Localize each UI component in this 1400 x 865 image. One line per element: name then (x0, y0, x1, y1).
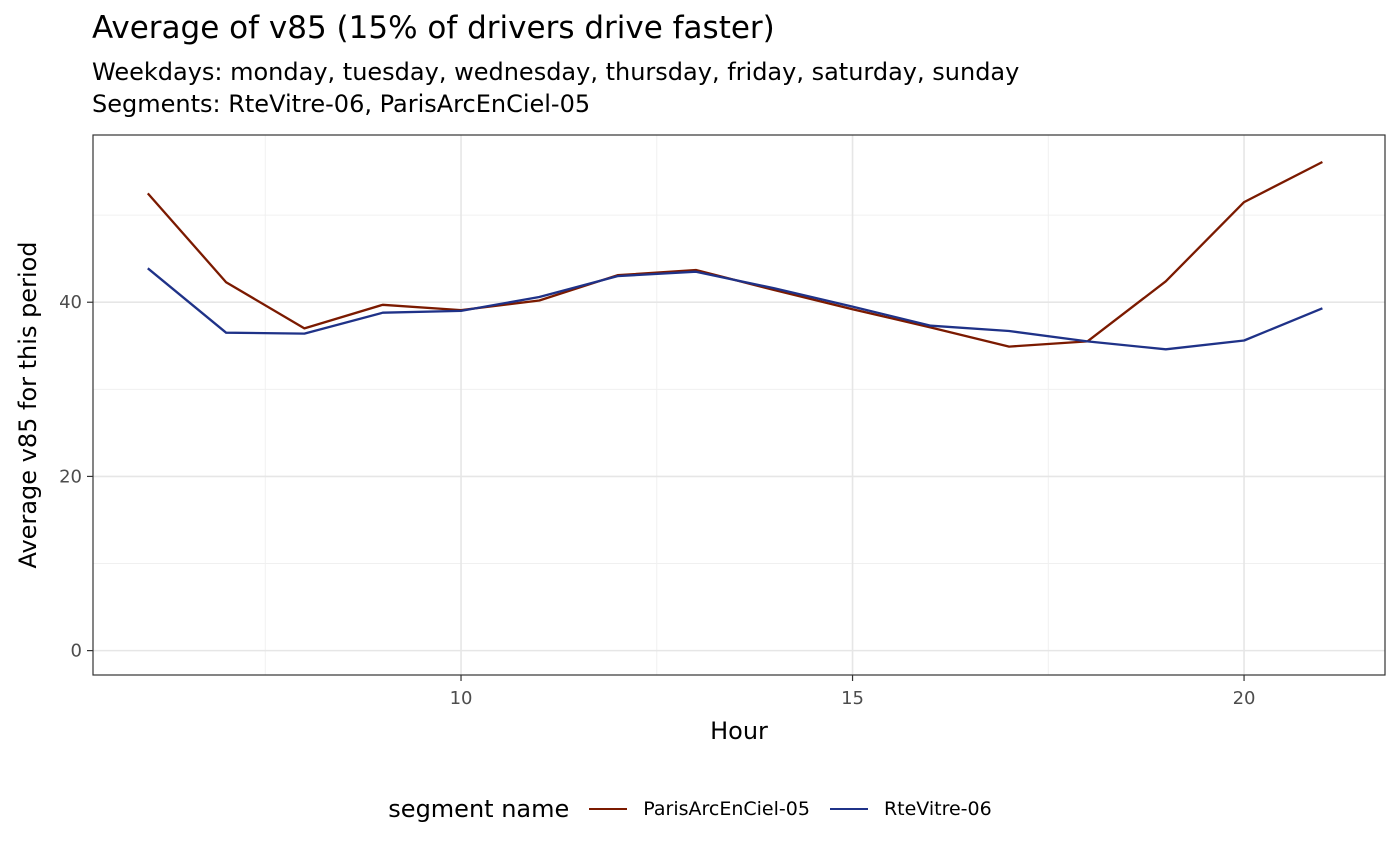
x-tick-label: 15 (841, 688, 864, 709)
y-tick-label: 0 (71, 641, 82, 662)
chart-subtitle-weekdays: Weekdays: monday, tuesday, wednesday, th… (92, 58, 1020, 86)
grid-major (93, 135, 1385, 675)
chart-subtitle-segments: Segments: RteVitre-06, ParisArcEnCiel-05 (92, 90, 591, 118)
x-axis: 10 15 20 (450, 675, 1256, 709)
series-lines (146, 160, 1323, 351)
y-tick-label: 40 (59, 292, 82, 313)
plot-background (93, 135, 1385, 675)
y-axis-title: Average v85 for this period (14, 241, 42, 568)
x-axis-title: Hour (710, 717, 768, 745)
plot-border (92, 134, 1386, 676)
grid-minor (93, 135, 1385, 675)
legend: segment name ParisArcEnCiel-05 RteVitre-… (0, 795, 1400, 823)
legend-item-parisarcenciel-05: ParisArcEnCiel-05 (589, 798, 810, 820)
legend-label: ParisArcEnCiel-05 (643, 798, 810, 820)
y-axis: 0 20 40 (59, 292, 93, 662)
x-tick-label: 10 (450, 688, 473, 709)
chart-title: Average of v85 (15% of drivers drive fas… (92, 10, 775, 46)
legend-key-parisarcenciel-05 (589, 808, 628, 810)
legend-item-rtevitre-06: RteVitre-06 (829, 798, 992, 820)
x-tick-label: 20 (1233, 688, 1256, 709)
legend-title: segment name (388, 795, 570, 823)
legend-key-rtevitre-06 (829, 808, 868, 810)
y-tick-label: 20 (59, 466, 82, 487)
series-line-rtevitre-06 (147, 267, 1323, 351)
legend-label: RteVitre-06 (883, 798, 992, 820)
